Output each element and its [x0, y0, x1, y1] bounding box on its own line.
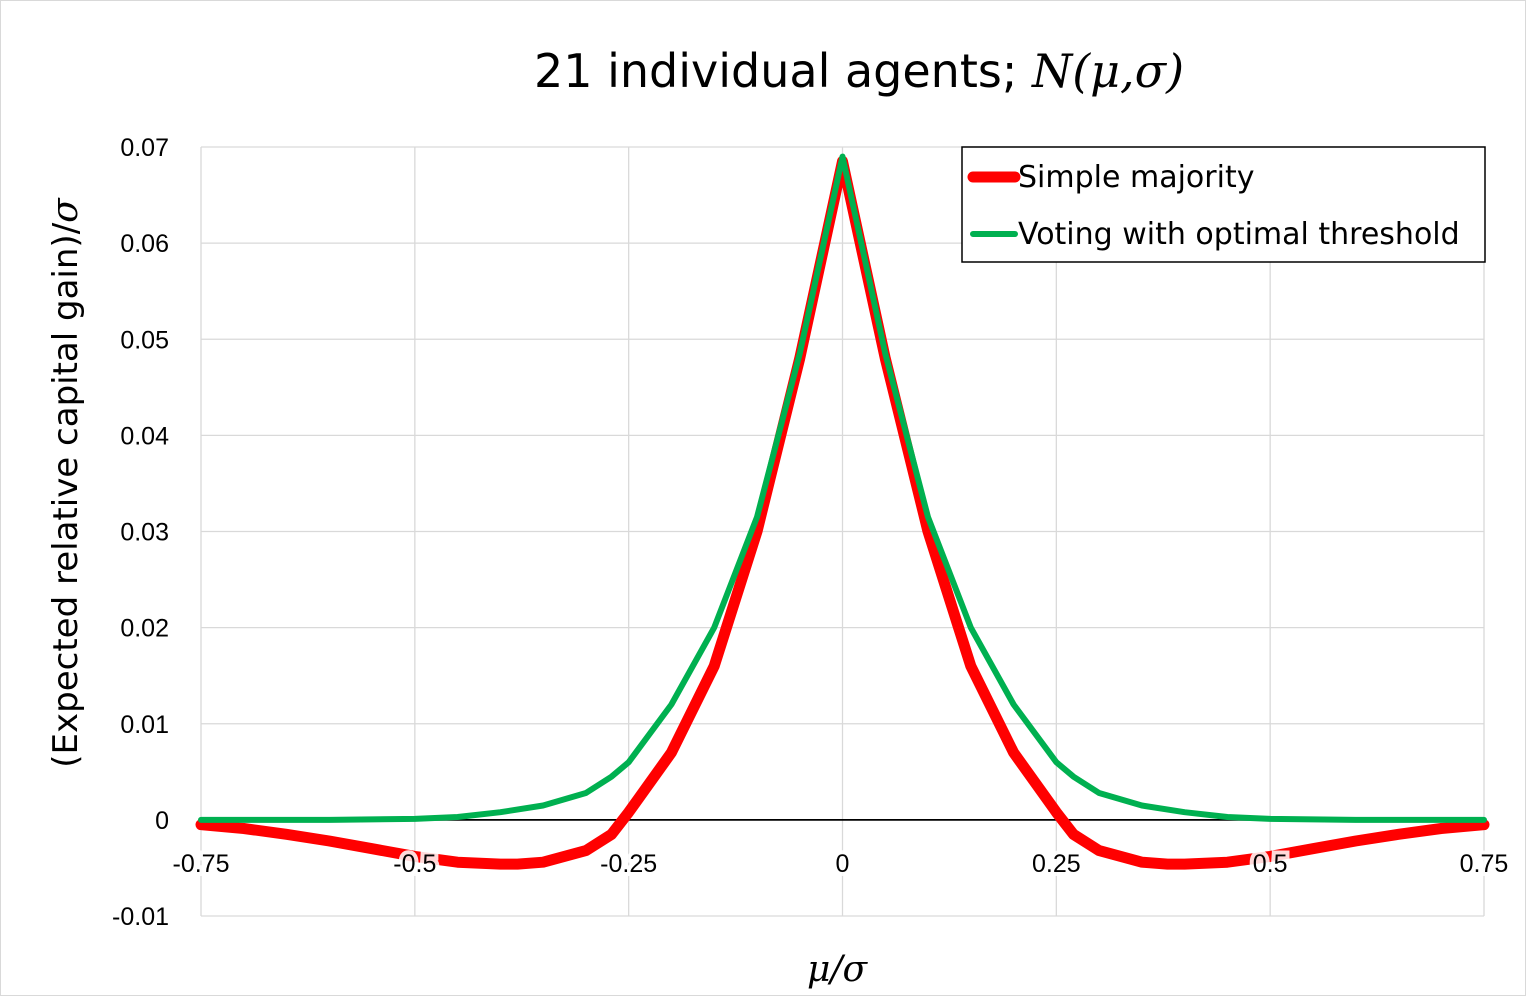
series-lines: [195, 153, 1490, 870]
y-tick-label: 0: [155, 807, 169, 835]
y-axis-title-math: σ: [45, 197, 86, 223]
series-line-optimal-threshold: [198, 153, 1487, 823]
chart-title: 21 individual agents; N(μ,σ): [534, 44, 1184, 98]
legend: Simple majority Voting with optimal thre…: [961, 146, 1486, 263]
x-tick-label: -0.75: [173, 850, 230, 878]
chart-title-text: 21 individual agents;: [534, 44, 1032, 98]
grid-lines: [200, 146, 1485, 917]
y-tick-label: 0.05: [120, 326, 169, 354]
tick-labels: -0.75 -0.5 -0.25 0 0.25 0.5 0.75 -0.01 0 0.01 0.02…: [112, 134, 1512, 931]
x-tick-label: 0.25: [1032, 850, 1081, 878]
y-axis-title: (Expected relative capital gain)/σ: [45, 197, 86, 768]
x-axis-title: μ/σ: [807, 949, 869, 990]
x-tick-label: 0: [836, 850, 850, 878]
legend-label-simple-majority: Simple majority: [1018, 160, 1254, 195]
y-tick-label: 0.01: [120, 711, 169, 739]
x-tick-label: 0.75: [1460, 850, 1509, 878]
y-axis-title-text: (Expected relative capital gain)/: [46, 222, 86, 767]
y-tick-label: 0.06: [120, 230, 169, 258]
x-tick-label: -0.5: [393, 850, 436, 878]
legend-label-optimal-threshold: Voting with optimal threshold: [1018, 217, 1460, 252]
x-tick-label: 0.5: [1253, 850, 1288, 878]
y-tick-label: 0.07: [120, 134, 169, 162]
y-tick-label: 0.02: [120, 615, 169, 643]
y-tick-label: -0.01: [112, 903, 169, 931]
y-tick-label: 0.04: [120, 422, 169, 450]
legend-box: [961, 146, 1486, 263]
y-tick-label: 0.03: [120, 519, 169, 547]
chart-title-math: N(μ,σ): [1031, 44, 1184, 98]
x-tick-label: -0.25: [600, 850, 657, 878]
